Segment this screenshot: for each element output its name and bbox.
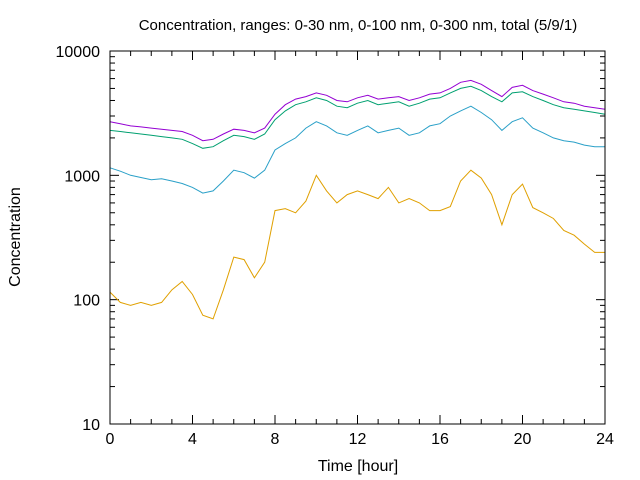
- y-tick-label: 1000: [64, 168, 100, 185]
- axis-ticks: 0 4 8 12 16 20 24 10 100 1000 10000: [56, 44, 615, 448]
- x-tick-label: 4: [188, 431, 197, 448]
- y-tick-label: 10: [82, 417, 100, 434]
- series-line-4: [109, 79, 606, 142]
- x-tick-label: 24: [596, 431, 614, 448]
- series-group: [109, 79, 606, 320]
- x-axis-label: Time [hour]: [318, 458, 398, 475]
- y-tick-label: 100: [73, 293, 100, 310]
- chart-title: Concentration, ranges: 0-30 nm, 0-100 nm…: [139, 17, 578, 34]
- series-line-1: [109, 169, 605, 320]
- x-tick-label: 16: [431, 431, 449, 448]
- plot-frame: [109, 50, 606, 425]
- y-axis-label: Concentration: [7, 187, 24, 287]
- series-line-2: [109, 105, 605, 194]
- x-tick-label: 20: [514, 431, 532, 448]
- series-line-3: [109, 85, 606, 149]
- x-tick-label: 0: [106, 431, 115, 448]
- x-tick-label: 8: [271, 431, 280, 448]
- y-tick-label: 10000: [56, 44, 101, 61]
- x-tick-label: 12: [349, 431, 367, 448]
